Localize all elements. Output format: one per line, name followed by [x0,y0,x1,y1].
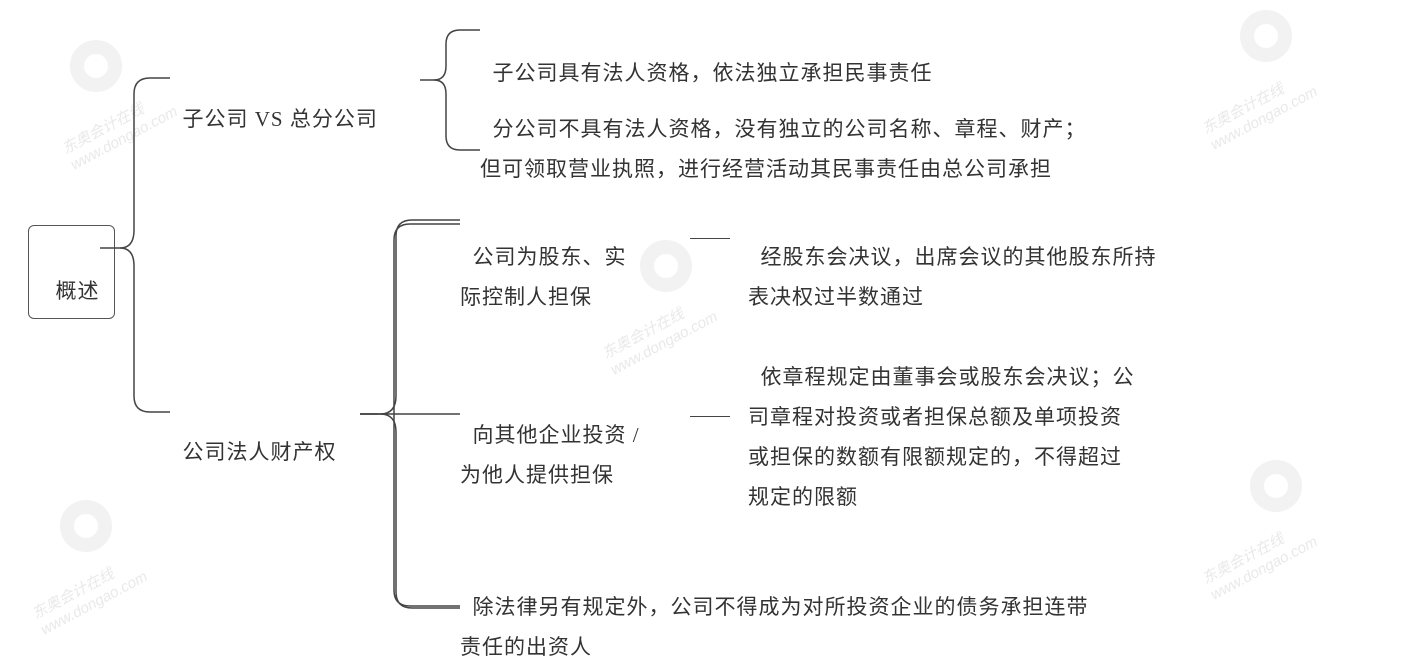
branch-sub-vs: 子公司 VS 总分公司 [170,60,378,140]
connector-dash [690,238,730,239]
watermark-icon [1240,10,1292,62]
root-label: 概述 [56,279,100,303]
leaf-invest-guarantee: 向其他企业投资 / 为他人提供担保 [460,376,640,496]
branch-corp-property: 公司法人财产权 [170,393,337,473]
leaf-text: 分公司不具有法人资格，没有独立的公司名称、章程、财产； 但可领取营业执照，进行经… [480,117,1087,181]
watermark-text: 东奥会计在线www.dongao.com [28,549,150,638]
connector-dash [690,416,730,417]
leaf-text: 除法律另有规定外，公司不得成为对所投资企业的债务承担连带 责任的出资人 [460,595,1089,659]
leaf-text: 经股东会决议，出席会议的其他股东所持 表决权过半数通过 [748,245,1157,309]
leaf-guarantee-shareholder-detail: 经股东会决议，出席会议的其他股东所持 表决权过半数通过 [748,198,1157,318]
leaf-joint-liability: 除法律另有规定外，公司不得成为对所投资企业的债务承担连带 责任的出资人 [460,548,1089,668]
leaf-text: 向其他企业投资 / 为他人提供担保 [460,423,640,487]
watermark-icon [640,240,692,292]
leaf-text: 依章程规定由董事会或股东会决议；公 司章程对投资或者担保总额及单项投资 或担保的… [748,365,1135,509]
branch-corp-property-label: 公司法人财产权 [183,440,337,464]
leaf-guarantee-shareholder: 公司为股东、实 际控制人担保 [460,198,627,318]
branch-sub-vs-label: 子公司 VS 总分公司 [183,107,378,131]
watermark-icon [1250,460,1302,512]
connector-branch1 [420,20,480,160]
watermark-icon [60,500,112,552]
connector-root [100,70,170,430]
connector-branch2-arms [378,196,460,636]
watermark-text: 东奥会计在线www.dongao.com [1198,514,1320,603]
leaf-branch-no-legal: 分公司不具有法人资格，没有独立的公司名称、章程、财产； 但可领取营业执照，进行经… [480,70,1087,190]
leaf-text: 公司为股东、实 际控制人担保 [460,245,627,309]
watermark-text: 东奥会计在线www.dongao.com [1198,64,1320,153]
leaf-invest-guarantee-detail: 依章程规定由董事会或股东会决议；公 司章程对投资或者担保总额及单项投资 或担保的… [748,318,1135,517]
